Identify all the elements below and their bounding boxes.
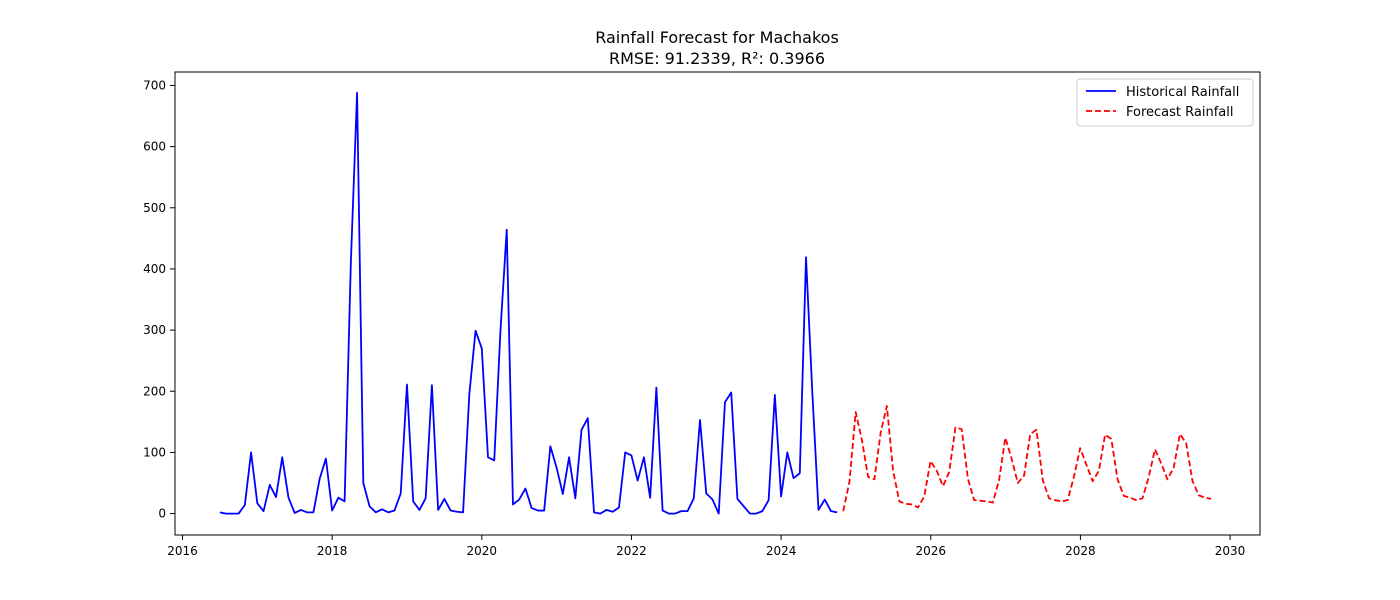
- x-tick-label: 2024: [766, 544, 797, 558]
- y-tick-label: 300: [143, 323, 166, 337]
- y-axis: 0 100 200 300 400 500 600 700: [143, 78, 175, 521]
- y-tick-label: 400: [143, 262, 166, 276]
- legend: Historical Rainfall Forecast Rainfall: [1076, 78, 1254, 127]
- y-tick-label: 700: [143, 78, 166, 92]
- y-tick-label: 0: [158, 507, 166, 521]
- x-tick-label: 2028: [1065, 544, 1096, 558]
- x-tick-label: 2022: [616, 544, 647, 558]
- y-tick-label: 500: [143, 201, 166, 215]
- x-tick-label: 2018: [317, 544, 348, 558]
- x-tick-label: 2020: [467, 544, 498, 558]
- x-tick-label: 2016: [167, 544, 198, 558]
- forecast-rainfall-line: [842, 405, 1212, 512]
- y-tick-label: 100: [143, 445, 166, 459]
- plot-frame: [174, 71, 1261, 536]
- plot-area: [219, 91, 1212, 515]
- x-axis: 2016 2018 2020 2022 2024 2026 2028 2030: [167, 535, 1245, 558]
- y-tick-label: 200: [143, 384, 166, 398]
- x-tick-label: 2030: [1215, 544, 1246, 558]
- historical-rainfall-line: [219, 91, 838, 515]
- chart-title: Rainfall Forecast for Machakos: [595, 28, 839, 47]
- legend-box: [1076, 78, 1254, 127]
- legend-historical-label: Historical Rainfall: [1126, 85, 1239, 100]
- x-tick-label: 2026: [915, 544, 946, 558]
- chart-subtitle: RMSE: 91.2339, R²: 0.3966: [609, 49, 825, 68]
- y-tick-label: 600: [143, 140, 166, 154]
- legend-forecast-label: Forecast Rainfall: [1126, 105, 1233, 120]
